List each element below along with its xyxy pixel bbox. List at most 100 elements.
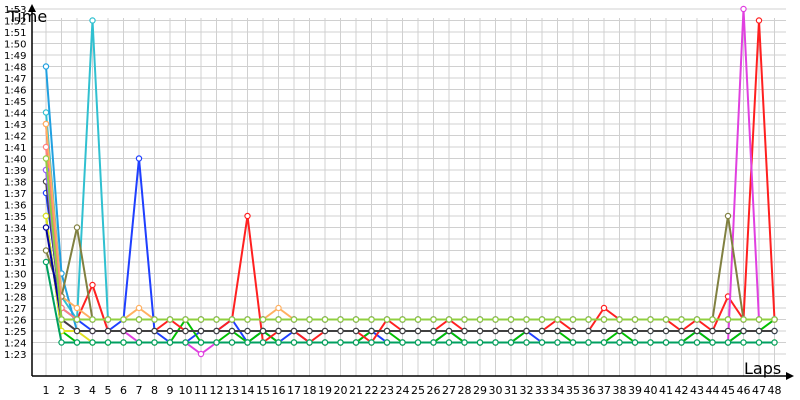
data-point (73, 316, 81, 323)
data-point (244, 339, 251, 346)
data-point (151, 339, 158, 346)
data-point (368, 327, 375, 335)
data-point (430, 316, 437, 323)
data-point (631, 316, 639, 323)
data-point (430, 339, 437, 346)
y-tick-label: 1:34 (4, 224, 26, 235)
data-point (492, 327, 499, 335)
data-point (337, 327, 344, 335)
data-point (383, 327, 391, 335)
data-point (662, 339, 670, 346)
y-tick-label: 1:41 (4, 143, 26, 154)
data-point (492, 316, 499, 323)
data-point (693, 327, 701, 335)
data-point (585, 316, 592, 323)
data-point (306, 327, 313, 335)
y-tick-label: 1:46 (4, 86, 26, 97)
y-tick-label: 1:30 (4, 270, 26, 281)
data-point (197, 350, 205, 358)
data-point (58, 316, 65, 323)
x-tick-label: 7 (136, 384, 143, 397)
data-point (538, 327, 546, 335)
series-7 (42, 120, 778, 323)
data-point (709, 327, 716, 335)
y-tick-label: 1:38 (4, 178, 26, 189)
data-point (244, 316, 251, 323)
data-point (290, 327, 298, 335)
data-point (461, 327, 468, 335)
x-tick-label: 38 (613, 384, 627, 397)
data-point (538, 339, 546, 346)
y-tick-label: 1:43 (4, 120, 26, 131)
x-tick-label: 37 (597, 384, 611, 397)
x-tick-label: 21 (349, 384, 363, 397)
data-point (42, 143, 50, 151)
data-point (42, 212, 50, 220)
data-point (445, 339, 453, 346)
x-tick-label: 19 (318, 384, 332, 397)
data-point (213, 339, 220, 346)
data-point (507, 327, 515, 335)
x-tick-label: 1 (43, 384, 50, 397)
data-point (523, 327, 530, 335)
data-point (399, 316, 406, 323)
y-tick-label: 1:40 (4, 155, 26, 166)
data-point (259, 327, 267, 335)
series-14 (42, 258, 778, 346)
data-point (755, 316, 763, 323)
data-point (182, 316, 189, 323)
data-point (631, 327, 639, 335)
data-point (275, 327, 282, 335)
data-point (73, 339, 81, 346)
x-tick-label: 6 (120, 384, 127, 397)
x-tick-label: 25 (411, 384, 425, 397)
data-point (771, 339, 778, 346)
data-point (275, 339, 282, 346)
x-tick-label: 5 (105, 384, 112, 397)
x-tick-label: 23 (380, 384, 394, 397)
y-tick-label: 1:51 (4, 28, 26, 39)
data-point (461, 316, 468, 323)
data-point (42, 247, 50, 254)
data-point (89, 327, 96, 335)
x-tick-label: 16 (272, 384, 286, 397)
data-point (275, 316, 282, 323)
data-point (290, 316, 298, 323)
data-point (337, 339, 344, 346)
data-point (569, 327, 577, 335)
y-axis-arrow (28, 4, 36, 12)
data-point (290, 339, 298, 346)
y-tick-label: 1:39 (4, 166, 26, 177)
data-point (104, 339, 112, 346)
series-line (45, 146, 775, 321)
x-tick-label: 35 (566, 384, 580, 397)
data-point (724, 316, 732, 323)
data-point (693, 316, 701, 323)
series-8 (42, 212, 778, 323)
data-point (42, 63, 50, 70)
data-point (554, 339, 561, 346)
x-tick-label: 30 (489, 384, 503, 397)
data-point (104, 316, 112, 323)
x-tick-label: 31 (504, 384, 518, 397)
y-tick-label: 1:24 (4, 339, 26, 350)
data-point (228, 339, 236, 346)
data-point (244, 212, 251, 220)
series-5 (42, 63, 778, 335)
data-point (352, 327, 360, 335)
series-line (45, 215, 776, 344)
x-tick-label: 32 (520, 384, 534, 397)
axes (28, 4, 794, 380)
data-point (399, 327, 406, 335)
data-point (399, 339, 406, 346)
x-tick-label: 24 (396, 384, 410, 397)
data-point (709, 316, 716, 323)
series-line (45, 123, 775, 321)
y-tick-label: 1:25 (4, 327, 26, 338)
x-tick-label: 45 (721, 384, 735, 397)
data-point (321, 327, 329, 335)
data-point (414, 339, 422, 346)
series-11 (42, 143, 778, 323)
x-tick-label: 12 (210, 384, 224, 397)
x-tick-label: 11 (194, 384, 208, 397)
